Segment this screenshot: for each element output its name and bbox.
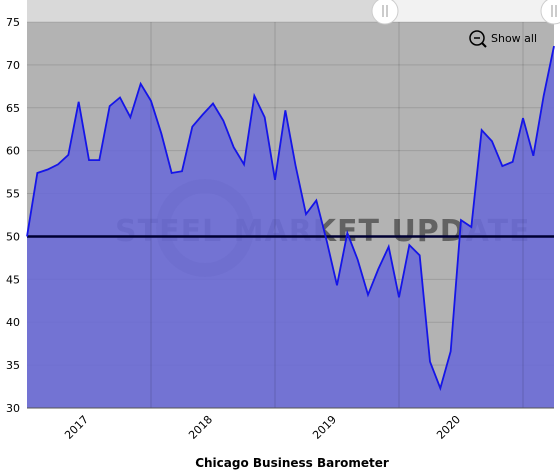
y-tick-label: 60	[6, 145, 20, 158]
y-tick-label: 75	[6, 16, 20, 29]
x-tick-label: 2019	[310, 413, 339, 442]
line	[26, 45, 555, 392]
scroll-handle[interactable]	[371, 0, 399, 25]
x-tick-label: 2020	[434, 413, 463, 442]
y-tick-label: 65	[6, 102, 20, 115]
scroll-handle[interactable]	[540, 0, 560, 25]
show-all-button[interactable]: Show all	[469, 30, 537, 48]
x-axis-label: Chicago Business Barometer	[195, 456, 389, 470]
x-tick-label: 2018	[186, 413, 215, 442]
y-tick-label: 70	[6, 59, 20, 72]
scrollbar-thumb[interactable]	[385, 0, 554, 22]
y-tick-label: 40	[6, 316, 20, 329]
y-tick-label: 30	[6, 402, 20, 415]
y-tick-label: 45	[6, 273, 20, 286]
button-label[interactable]: Show all	[491, 32, 537, 45]
x-tick-label: 2017	[62, 413, 91, 442]
y-tick-label: 55	[6, 188, 20, 201]
y-tick-label: 50	[6, 230, 20, 243]
y-tick-label: 35	[6, 359, 20, 372]
area	[27, 46, 554, 409]
